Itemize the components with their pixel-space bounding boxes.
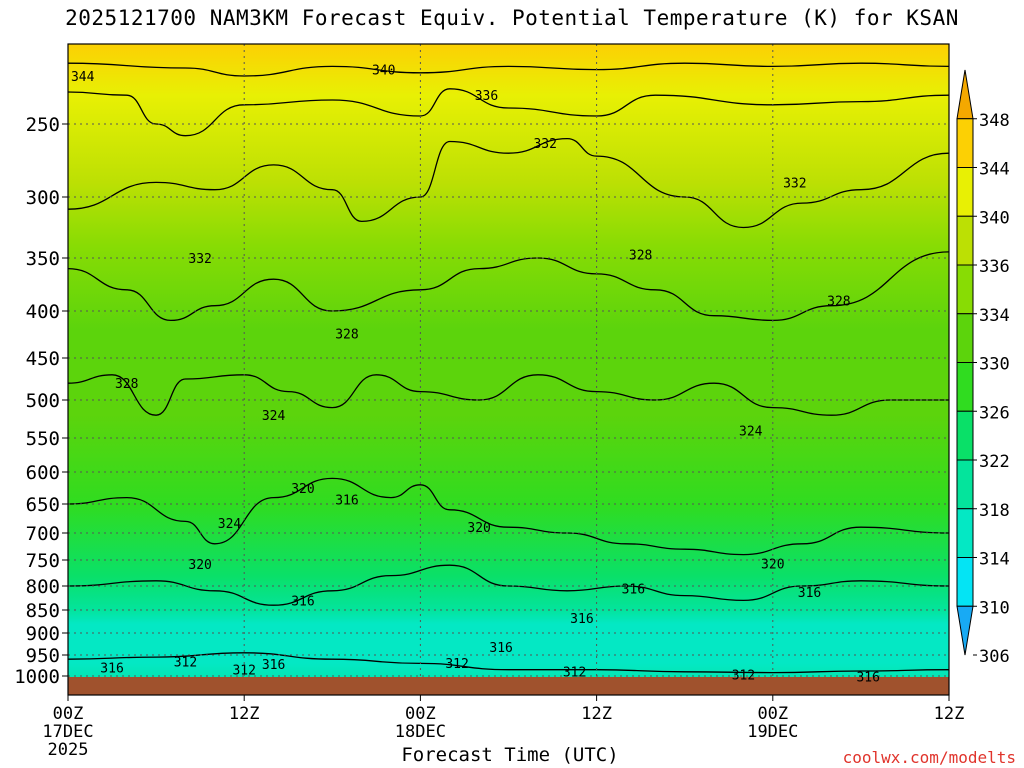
- colorbar-cell: [956, 362, 974, 412]
- colorbar-label-314: 314: [979, 550, 1010, 570]
- contour-label: 324: [262, 409, 286, 424]
- contour-label: 328: [629, 248, 652, 263]
- colorbar-label-322: 322: [979, 452, 1010, 472]
- x-tick-label: 12Z: [934, 704, 965, 724]
- contour-label: 316: [489, 641, 512, 656]
- colorbar-cell: [956, 167, 974, 217]
- contour-line-316: [68, 564, 949, 606]
- y-tick-label-800: 800: [26, 576, 60, 598]
- colorbar-cell: [956, 264, 974, 315]
- colorbar-label-348: 348: [979, 111, 1010, 131]
- y-tick-label-950: 950: [26, 645, 60, 667]
- colorbar-cell: [956, 313, 974, 363]
- contour-label: 316: [100, 662, 123, 677]
- colorbar-label-326: 326: [979, 403, 1010, 423]
- colorbar-bottom-arrow: [956, 605, 974, 656]
- contour-label: 320: [761, 558, 784, 573]
- contour-label: 328: [827, 294, 850, 309]
- colorbar-cell: [956, 410, 974, 461]
- contour-label: 312: [174, 656, 197, 671]
- contour-label: 332: [188, 252, 211, 267]
- contour-label: 316: [622, 582, 645, 597]
- y-tick-label-450: 450: [26, 348, 60, 370]
- contour-line-320: [68, 477, 949, 556]
- contour-label: 316: [262, 658, 285, 673]
- contour-label: 328: [335, 328, 358, 343]
- y-tick-label-900: 900: [26, 623, 60, 645]
- colorbar-label-340: 340: [979, 208, 1010, 228]
- y-tick-label-300: 300: [26, 187, 60, 209]
- contour-label: 328: [115, 377, 138, 392]
- grid-lines: [68, 44, 949, 695]
- contour-label: 340: [372, 64, 395, 79]
- y-tick-label-1000: 1000: [14, 666, 60, 688]
- colorbar-top-arrow: [956, 69, 974, 120]
- y-tick-label-250: 250: [26, 114, 60, 136]
- y-tick-label-500: 500: [26, 390, 60, 412]
- x-tick-label: 12Z: [229, 704, 260, 724]
- chart-title: 2025121700 NAM3KM Forecast Equiv. Potent…: [65, 6, 959, 30]
- contour-line-332: [68, 137, 949, 229]
- contour-label: 312: [732, 668, 755, 683]
- x-tick-label: 12Z: [581, 704, 612, 724]
- contour-label: 336: [475, 89, 498, 104]
- contour-label: 324: [739, 424, 763, 439]
- x-tick-label: 00Z: [757, 704, 788, 724]
- y-tick-label-600: 600: [26, 462, 60, 484]
- contour-label: 316: [856, 670, 879, 685]
- x-tick-date: 19DEC: [747, 722, 798, 742]
- y-tick-label-550: 550: [26, 428, 60, 450]
- x-tick-label: 00Z: [53, 704, 84, 724]
- contour-label: 320: [291, 482, 314, 497]
- contour-label: 312: [563, 665, 586, 680]
- x-tick-year: 2025: [48, 740, 89, 760]
- y-tick-label-350: 350: [26, 248, 60, 270]
- y-tick-label-650: 650: [26, 494, 60, 516]
- colorbar-label-334: 334: [979, 306, 1010, 326]
- colorbar: 348 344 340 336 334 330 326 322 318 314 310 306: [956, 69, 1010, 667]
- contour-label: 344: [71, 70, 95, 85]
- colorbar-label-330: 330: [979, 355, 1010, 375]
- contour-labels: 344 340 336 332 332 332 328 328 328 328 324 324 324 3…: [71, 64, 880, 686]
- colorbar-cell: [956, 557, 974, 607]
- contour-line-324: [68, 374, 949, 416]
- colorbar-label-318: 318: [979, 501, 1010, 521]
- contour-line-340: [68, 62, 949, 77]
- x-tick-label: 00Z: [405, 704, 436, 724]
- colorbar-label-344: 344: [979, 160, 1010, 180]
- contour-label: 316: [570, 612, 593, 627]
- contour-label: 332: [783, 176, 806, 191]
- y-tick-label-750: 750: [26, 550, 60, 572]
- colorbar-cell: [956, 215, 974, 266]
- contour-label: 320: [188, 558, 211, 573]
- contour-label: 324: [218, 517, 242, 532]
- y-axis: 2503003504004505005506006507007508008509…: [14, 114, 68, 688]
- colorbar-label-306: 306: [979, 647, 1010, 667]
- contour-label: 316: [291, 594, 314, 609]
- x-tick-date: 18DEC: [395, 722, 446, 742]
- y-tick-label-700: 700: [26, 523, 60, 545]
- x-axis-title: Forecast Time (UTC): [401, 744, 619, 766]
- colorbar-label-310: 310: [979, 598, 1010, 618]
- colorbar-label-336: 336: [979, 257, 1010, 277]
- contour-label: 316: [335, 494, 358, 509]
- y-tick-label-400: 400: [26, 301, 60, 323]
- y-tick-label-850: 850: [26, 600, 60, 622]
- colorbar-cell: [956, 118, 974, 168]
- contour-label: 320: [467, 521, 490, 536]
- contour-label: 312: [232, 664, 255, 679]
- colorbar-cell: [956, 508, 974, 558]
- contour-label: 312: [445, 657, 468, 672]
- plot-frame: [67, 43, 950, 696]
- contour-line-312: [68, 652, 949, 674]
- contour-label: 332: [533, 137, 556, 152]
- x-tick-date: 17DEC: [42, 722, 93, 742]
- colorbar-cell: [956, 459, 974, 510]
- source-credit[interactable]: coolwx.com/modelts: [842, 748, 1016, 767]
- contour-label: 316: [798, 586, 821, 601]
- ground-surface: [68, 677, 949, 695]
